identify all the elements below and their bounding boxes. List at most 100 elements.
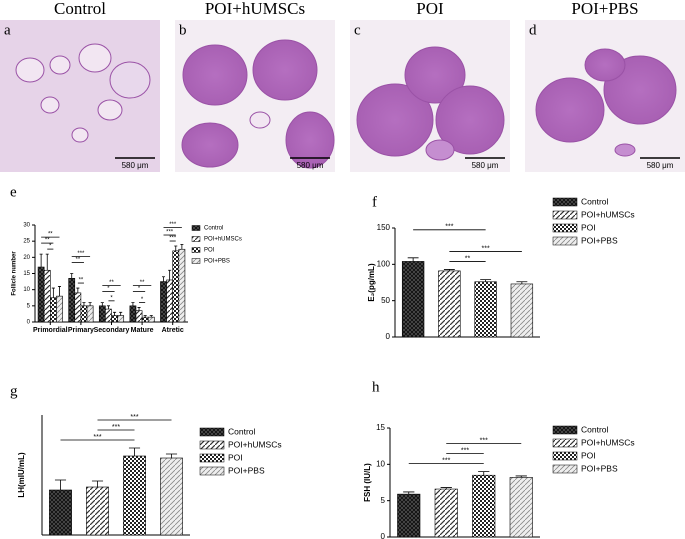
error-bar [403, 491, 415, 495]
legend-label: POI+hUMSCs [204, 237, 242, 243]
panel-title: POI+hUMSCs [205, 0, 305, 18]
legend-swatch [552, 451, 578, 461]
significance-label: *** [77, 251, 85, 257]
bar [86, 486, 109, 536]
error-bar [57, 286, 62, 297]
x-tick-label: Primary [68, 327, 94, 334]
panel-title: POI+PBS [571, 0, 638, 18]
error-bar [51, 287, 55, 298]
y-tick-label: 0 [27, 320, 31, 326]
tissue [285, 111, 335, 169]
tissue [78, 43, 112, 73]
tissue [181, 122, 239, 168]
legend-label: POI [228, 452, 243, 462]
legend-swatch [552, 210, 578, 220]
y-tick-label: 100 [377, 259, 391, 268]
error-bar [113, 311, 117, 316]
significance-label: *** [112, 424, 120, 431]
error-bar [128, 447, 141, 456]
y-axis-title: FSH (IU/L) [363, 463, 372, 502]
error-bar [174, 245, 178, 251]
legend-swatch [199, 466, 225, 476]
significance-label: *** [482, 245, 490, 252]
bar [172, 250, 180, 323]
legend-swatch [552, 223, 578, 233]
legend-label: POI+PBS [581, 235, 618, 245]
scale-label: 580 μm [122, 161, 149, 170]
panel-letter: h [372, 379, 380, 395]
scale-label: 580 μm [647, 161, 674, 170]
legend-swatch [199, 440, 225, 450]
error-bar [180, 244, 184, 250]
bar [68, 278, 76, 323]
legend-label: Control [228, 426, 256, 436]
y-tick-label: 0 [381, 532, 386, 539]
significance-label: * [138, 286, 141, 292]
significance-label: ** [79, 278, 84, 284]
bar [129, 305, 137, 323]
bar [98, 305, 106, 323]
histology-image [0, 20, 160, 172]
error-bar [106, 305, 110, 310]
tissue [614, 143, 636, 157]
bar [178, 248, 186, 323]
legend-swatch [191, 258, 201, 264]
panel-letter: c [354, 22, 361, 38]
legend-swatch [552, 197, 578, 207]
tissue [97, 99, 123, 121]
bar [472, 474, 496, 538]
tissue [15, 57, 45, 83]
legend-swatch [191, 225, 201, 231]
panel-title: Control [54, 0, 106, 18]
histology-image [175, 20, 335, 172]
bar [37, 266, 45, 323]
bar [474, 281, 497, 338]
y-axis-title: Follicle number [12, 251, 18, 296]
bar [434, 488, 458, 538]
error-bar [165, 453, 178, 458]
error-bar [45, 253, 49, 271]
bar [510, 283, 534, 338]
y-tick-label: 5 [381, 496, 386, 505]
histology-image [350, 20, 510, 172]
legend-swatch [199, 427, 225, 437]
error-bar [515, 475, 527, 478]
y-tick-label: 10 [23, 287, 30, 293]
panel-letter: b [179, 22, 187, 38]
panel-letter: a [4, 22, 11, 38]
significance-label: ** [140, 280, 145, 286]
y-tick-label: 150 [377, 223, 391, 232]
bar [401, 261, 425, 338]
error-bar [88, 302, 92, 306]
significance-label: * [141, 297, 144, 303]
error-bar [70, 273, 74, 279]
x-tick-label: Atretic [162, 327, 184, 334]
legend-label: POI+PBS [204, 259, 230, 265]
significance-label: *** [130, 414, 138, 421]
x-tick-label: Secondary [94, 327, 130, 334]
y-tick-label: 10 [376, 459, 385, 468]
significance-label: ** [45, 238, 50, 244]
error-bar [143, 315, 147, 318]
y-tick-label: 15 [23, 271, 30, 277]
bar [105, 308, 112, 323]
y-tick-label: 50 [381, 296, 390, 305]
significance-label: *** [442, 457, 450, 464]
bar [117, 315, 125, 323]
tissue [109, 61, 151, 99]
significance-label: *** [169, 222, 177, 228]
legend-label: Control [204, 226, 223, 232]
error-bar [119, 311, 123, 316]
y-tick-label: 0 [386, 332, 391, 341]
x-tick-label: Mature [131, 327, 154, 334]
significance-label: *** [461, 447, 469, 454]
legend-swatch [552, 438, 578, 448]
bar [135, 310, 143, 323]
tissue [71, 127, 89, 143]
tissue [182, 44, 248, 106]
tissue [49, 55, 71, 75]
bar [86, 305, 94, 323]
bar [111, 315, 118, 323]
tissue [584, 48, 626, 82]
